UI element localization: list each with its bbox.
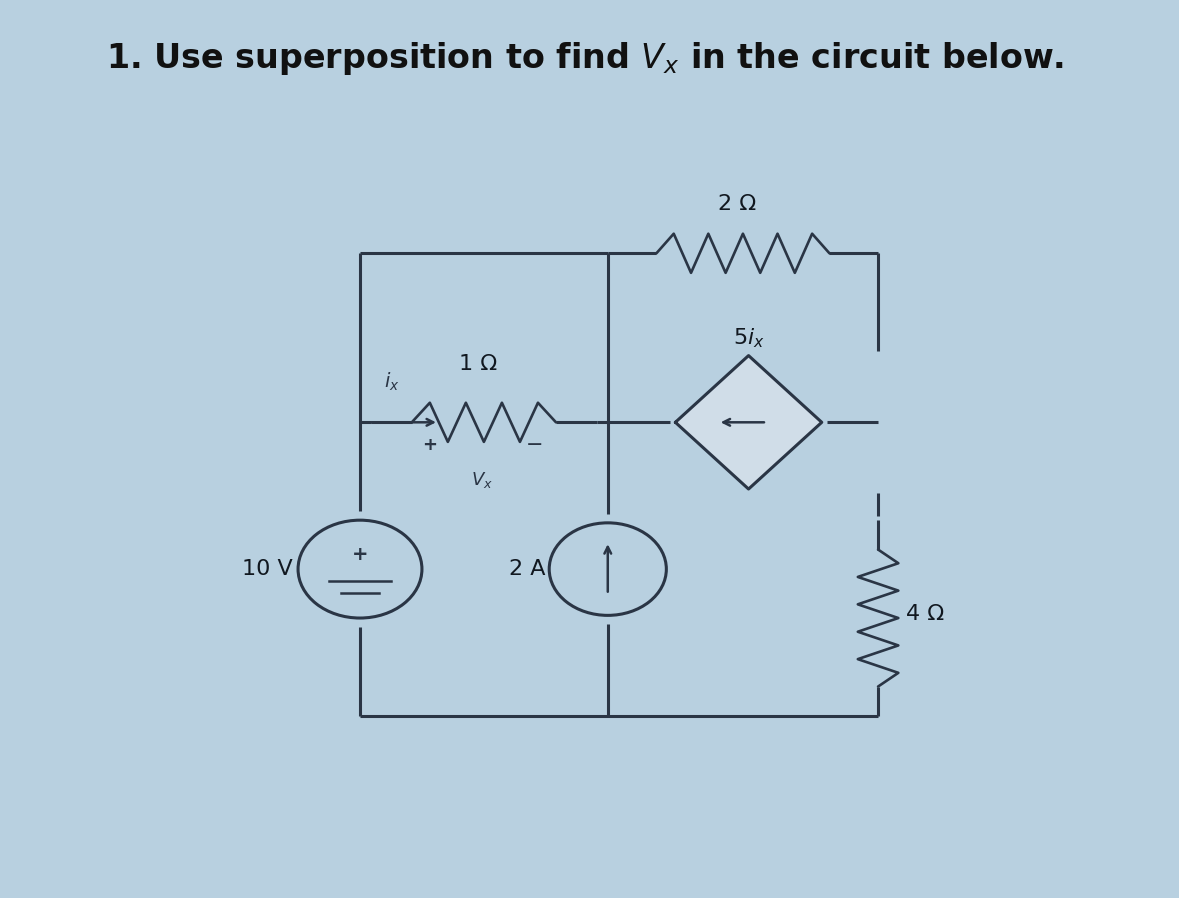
Text: +: + bbox=[422, 436, 437, 453]
Polygon shape bbox=[676, 356, 822, 489]
Text: +: + bbox=[351, 545, 368, 564]
Text: 2 Ω: 2 Ω bbox=[718, 194, 757, 215]
Text: $V_x$: $V_x$ bbox=[472, 471, 493, 490]
Text: 4 Ω: 4 Ω bbox=[907, 603, 944, 623]
Text: 2 A: 2 A bbox=[509, 559, 546, 579]
Text: 10 V: 10 V bbox=[242, 559, 292, 579]
Text: 1 Ω: 1 Ω bbox=[459, 355, 498, 374]
Text: $i_x$: $i_x$ bbox=[383, 371, 400, 393]
Text: −: − bbox=[526, 435, 544, 454]
Text: $5i_x$: $5i_x$ bbox=[732, 326, 764, 349]
Text: 1. Use superposition to find $V_x$ in the circuit below.: 1. Use superposition to find $V_x$ in th… bbox=[106, 40, 1065, 76]
